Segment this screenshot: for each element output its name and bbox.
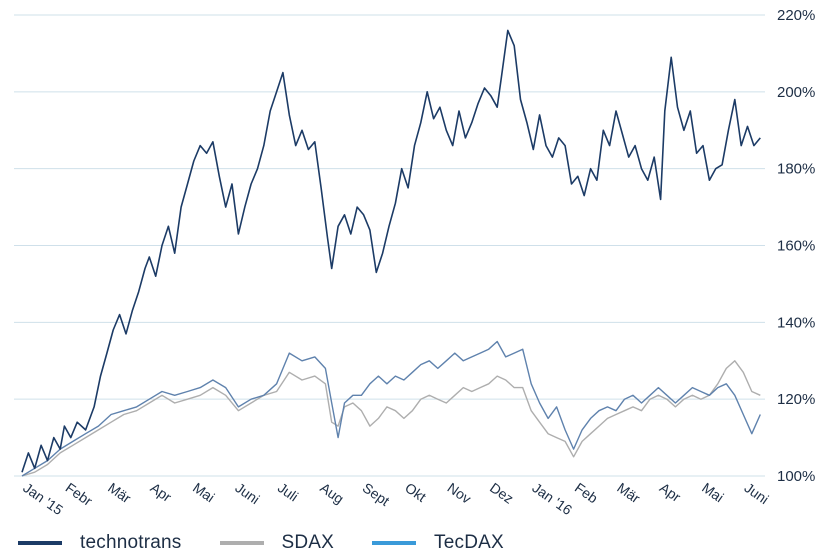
legend-item-tecdax[interactable]: TecDAX xyxy=(372,532,504,554)
x-tick-label: Jan '15 xyxy=(20,479,66,518)
legend-item-sdax[interactable]: SDAX xyxy=(219,532,335,554)
x-tick-label: Juni xyxy=(742,479,772,507)
x-tick-label: Sept xyxy=(360,479,393,509)
y-tick-label: 160% xyxy=(777,238,815,255)
y-axis-ticks: 100% 120% 140% 160% 180% 200% 220% xyxy=(777,7,815,485)
x-tick-label: Apr xyxy=(657,479,684,505)
legend-swatch-sdax xyxy=(219,541,264,545)
x-tick-label: Mär xyxy=(105,479,134,506)
x-tick-label: Aug xyxy=(317,479,347,506)
legend-label-tecdax: TecDAX xyxy=(434,532,504,553)
y-tick-label: 200% xyxy=(777,84,815,101)
x-tick-label: Dez xyxy=(487,479,517,506)
legend-swatch-tecdax xyxy=(372,541,417,545)
legend-label-sdax: SDAX xyxy=(281,532,335,553)
x-tick-label: Okt xyxy=(402,479,429,505)
y-tick-label: 140% xyxy=(777,314,815,331)
x-tick-label: Mai xyxy=(699,479,727,505)
y-tick-label: 100% xyxy=(777,468,815,485)
x-tick-label: Nov xyxy=(445,479,475,506)
series-lines xyxy=(21,29,761,477)
x-tick-label: Juni xyxy=(232,479,262,507)
x-tick-label: Feb xyxy=(572,479,601,506)
x-tick-label: Juli xyxy=(275,479,301,504)
y-tick-label: 220% xyxy=(777,7,815,24)
x-tick-label: Febr xyxy=(63,479,96,509)
x-tick-label: Mai xyxy=(190,479,218,505)
legend-label-technotrans: technotrans xyxy=(80,532,182,553)
legend-swatch-technotrans xyxy=(18,541,62,545)
x-tick-label: Apr xyxy=(148,479,175,505)
legend: technotrans SDAX TecDAX xyxy=(18,531,542,555)
series-line-sdax xyxy=(21,360,761,477)
series-line-tecdax xyxy=(21,340,761,477)
x-tick-label: Jan '16 xyxy=(529,479,575,518)
series-line-technotrans xyxy=(21,29,761,473)
grid-lines xyxy=(14,14,765,477)
x-tick-label: Mär xyxy=(614,479,643,506)
y-tick-label: 180% xyxy=(777,161,815,178)
line-chart: 100% 120% 140% 160% 180% 200% 220% Jan '15Febr… xyxy=(14,7,815,518)
legend-item-technotrans[interactable]: technotrans xyxy=(18,532,182,554)
y-tick-label: 120% xyxy=(777,391,815,408)
